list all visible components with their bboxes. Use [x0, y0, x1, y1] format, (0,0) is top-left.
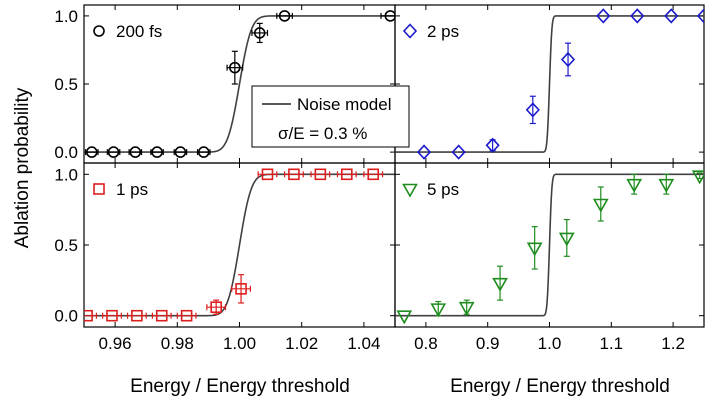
data-points — [416, 8, 704, 160]
x-tick-label: 1.0 — [538, 334, 562, 353]
data-point — [261, 168, 274, 181]
panel-top-right: 2 ps — [394, 4, 705, 164]
data-point — [626, 178, 643, 193]
data-point — [664, 8, 679, 24]
x-tick-label: 1.00 — [223, 334, 256, 353]
noise-model-curve — [395, 15, 704, 153]
x-tick-label: 0.96 — [99, 334, 132, 353]
y-tick-label: 0.5 — [54, 236, 78, 255]
data-point — [592, 198, 609, 213]
data-point — [151, 146, 163, 158]
data-points — [84, 10, 395, 158]
data-point — [558, 232, 575, 247]
x-tick-label: 1.02 — [285, 334, 318, 353]
data-points — [396, 170, 704, 325]
data-point — [396, 310, 413, 325]
y-tick-label: 0.5 — [54, 75, 78, 94]
series-label: 200 fs — [116, 22, 162, 41]
legend-box — [251, 85, 410, 148]
x-tick-label: 1.2 — [661, 334, 685, 353]
data-point — [492, 277, 508, 292]
data-point — [658, 178, 675, 193]
data-point — [180, 309, 193, 322]
data-point — [596, 8, 611, 24]
data-point — [485, 137, 500, 153]
data-point — [106, 309, 118, 322]
data-point — [525, 102, 540, 118]
legend-line-label: Noise model — [297, 95, 392, 114]
data-point — [253, 27, 266, 39]
data-point — [384, 10, 395, 22]
y-axis-title: Ablation probability — [12, 87, 33, 248]
data-point — [197, 146, 210, 158]
panel-bottom-right: 0.8 0.9 1.0 1.1 1.2 5 ps — [394, 162, 705, 353]
legend-note: σ/E = 0.3 % — [278, 124, 367, 143]
x-axis-title-right: Energy / Energy threshold — [450, 376, 670, 397]
data-point — [131, 309, 143, 322]
data-point — [314, 168, 327, 181]
data-point — [210, 301, 222, 314]
data-points — [84, 168, 384, 322]
series-marker-swatch — [402, 183, 418, 198]
panel-bottom-left: 0.0 0.5 1.0 0.96 0.98 1.00 1.02 1.04 1 ps — [54, 162, 396, 353]
data-point — [155, 309, 168, 322]
noise-model-curve — [395, 173, 704, 317]
series-marker-swatch — [402, 23, 418, 39]
data-point — [229, 61, 241, 74]
data-point — [340, 168, 353, 181]
data-point — [107, 146, 120, 158]
data-point — [526, 242, 543, 257]
series-marker-swatch — [93, 183, 105, 195]
data-point — [235, 283, 247, 295]
x-tick-label: 1.1 — [599, 334, 623, 353]
y-tick-label: 1.0 — [54, 165, 78, 184]
noise-model-legend: Noise model σ/E = 0.3 % — [251, 85, 410, 148]
data-point — [85, 146, 98, 158]
series-marker-swatch — [93, 25, 105, 37]
data-point — [84, 309, 93, 322]
data-point — [367, 168, 380, 181]
data-point — [451, 144, 466, 160]
y-tick-label: 0.0 — [54, 307, 78, 326]
series-label: 2 ps — [427, 22, 459, 41]
data-point — [458, 301, 475, 316]
x-tick-label: 0.8 — [414, 334, 438, 353]
data-point — [630, 8, 645, 24]
data-point — [560, 51, 576, 68]
series-label: 1 ps — [116, 180, 148, 199]
series-label: 5 ps — [427, 180, 459, 199]
y-tick-label: 1.0 — [54, 7, 78, 26]
x-tick-label: 0.98 — [161, 334, 194, 353]
data-point — [278, 10, 291, 22]
data-point — [129, 146, 142, 158]
data-point — [691, 170, 704, 185]
x-tick-label: 0.9 — [476, 334, 500, 353]
x-tick-label: 1.04 — [347, 334, 380, 353]
y-tick-label: 0.0 — [54, 143, 78, 162]
data-point — [696, 8, 704, 24]
data-point — [174, 146, 187, 158]
data-point — [430, 303, 447, 318]
data-point — [288, 168, 300, 181]
x-axis-title-left: Energy / Energy threshold — [130, 376, 350, 397]
data-point — [416, 144, 432, 160]
